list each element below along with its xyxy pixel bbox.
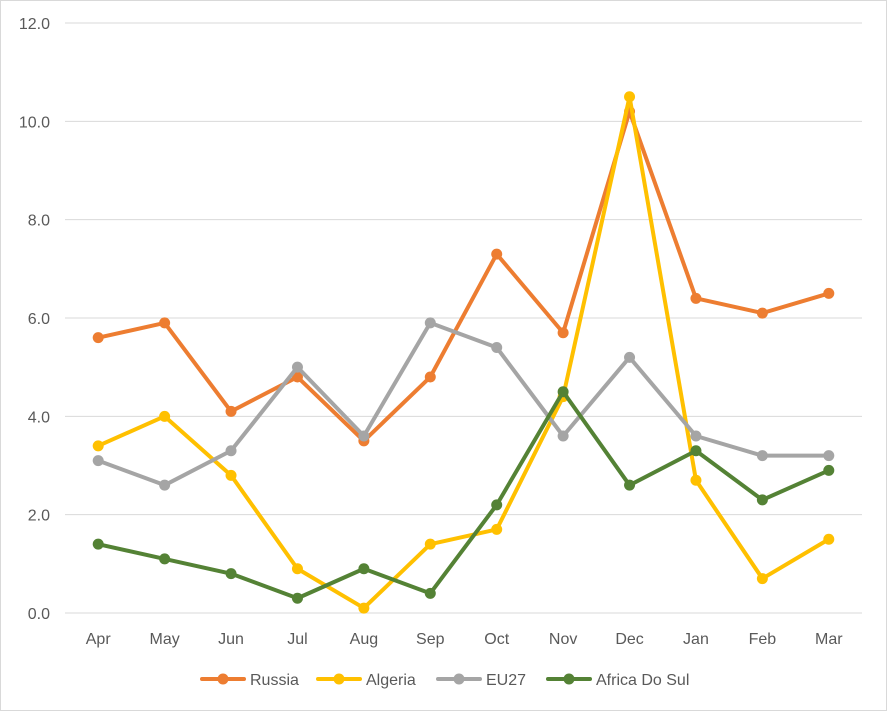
data-point	[159, 553, 171, 565]
data-point	[92, 440, 104, 452]
series-line	[96, 320, 831, 488]
y-tick-label: 10.0	[19, 114, 50, 131]
data-point	[690, 292, 702, 304]
legend: Russia Algeria EU27 Africa Do Sul	[200, 672, 689, 689]
data-point	[491, 523, 503, 535]
series-group	[92, 91, 835, 614]
data-point	[823, 533, 835, 545]
legend-label: Algeria	[366, 672, 416, 689]
x-tick-label: Oct	[484, 631, 509, 648]
data-point	[358, 602, 370, 614]
x-tick-label: Jun	[218, 631, 244, 648]
data-point	[225, 445, 237, 457]
x-tick-label: Feb	[749, 631, 777, 648]
data-point	[291, 361, 303, 373]
data-point	[491, 499, 503, 511]
y-tick-label: 4.0	[28, 409, 50, 426]
x-tick-label: Mar	[815, 631, 843, 648]
series-eu27	[92, 317, 835, 491]
data-point	[225, 469, 237, 481]
data-point	[291, 371, 303, 383]
x-tick-label: Jul	[287, 631, 307, 648]
data-point	[291, 592, 303, 604]
data-point	[92, 538, 104, 550]
data-point	[159, 479, 171, 491]
data-point	[690, 430, 702, 442]
y-axis-ticks: 0.0 2.0 4.0 6.0 8.0 10.0 12.0	[19, 16, 50, 623]
y-tick-label: 12.0	[19, 16, 50, 33]
series-line	[96, 389, 831, 601]
data-point	[424, 371, 436, 383]
data-point	[624, 479, 636, 491]
legend-label: Africa Do Sul	[596, 672, 689, 689]
legend-item: EU27	[436, 672, 526, 689]
legend-swatch-marker	[563, 673, 575, 685]
data-point	[225, 405, 237, 417]
data-point	[624, 351, 636, 363]
x-tick-label: Nov	[549, 631, 577, 648]
data-point	[424, 538, 436, 550]
y-tick-label: 8.0	[28, 213, 50, 230]
data-point	[225, 568, 237, 580]
x-tick-label: Jan	[683, 631, 709, 648]
series-russia	[92, 106, 835, 447]
x-tick-label: Sep	[416, 631, 445, 648]
series-line	[96, 109, 831, 443]
data-point	[624, 91, 636, 103]
x-tick-label: Apr	[86, 631, 112, 648]
legend-swatch-marker	[217, 673, 229, 685]
y-tick-label: 6.0	[28, 311, 50, 328]
data-point	[557, 386, 569, 398]
legend-label: EU27	[486, 672, 526, 689]
data-point	[823, 464, 835, 476]
data-point	[159, 317, 171, 329]
series-algeria	[92, 91, 835, 614]
legend-swatch-marker	[333, 673, 345, 685]
data-point	[756, 494, 768, 506]
data-point	[756, 450, 768, 462]
legend-swatch-marker	[453, 673, 465, 685]
gridlines	[65, 22, 862, 614]
data-point	[823, 287, 835, 299]
data-point	[823, 450, 835, 462]
data-point	[92, 455, 104, 467]
series-africa-do-sul	[92, 386, 835, 604]
x-axis-ticks: Apr May Jun Jul Aug Sep Oct Nov Dec Jan Feb Mar	[86, 631, 843, 648]
data-point	[358, 430, 370, 442]
x-tick-label: Aug	[350, 631, 378, 648]
data-point	[159, 410, 171, 422]
data-point	[756, 307, 768, 319]
data-point	[491, 248, 503, 260]
data-point	[491, 342, 503, 353]
legend-label: Russia	[250, 672, 299, 689]
data-point	[424, 317, 436, 329]
y-tick-label: 2.0	[28, 508, 50, 525]
data-point	[557, 327, 569, 339]
series-line	[96, 94, 831, 611]
x-tick-label: Dec	[615, 631, 643, 648]
legend-item: Africa Do Sul	[546, 672, 689, 689]
data-point	[690, 474, 702, 486]
x-tick-label: May	[150, 631, 180, 648]
data-point	[557, 430, 569, 442]
data-point	[690, 445, 702, 457]
data-point	[291, 563, 303, 575]
y-tick-label: 0.0	[28, 606, 50, 623]
data-point	[424, 587, 436, 599]
legend-item: Russia	[200, 672, 299, 689]
data-point	[358, 563, 370, 575]
legend-item: Algeria	[316, 672, 416, 689]
data-point	[756, 573, 768, 585]
data-point	[92, 332, 104, 344]
